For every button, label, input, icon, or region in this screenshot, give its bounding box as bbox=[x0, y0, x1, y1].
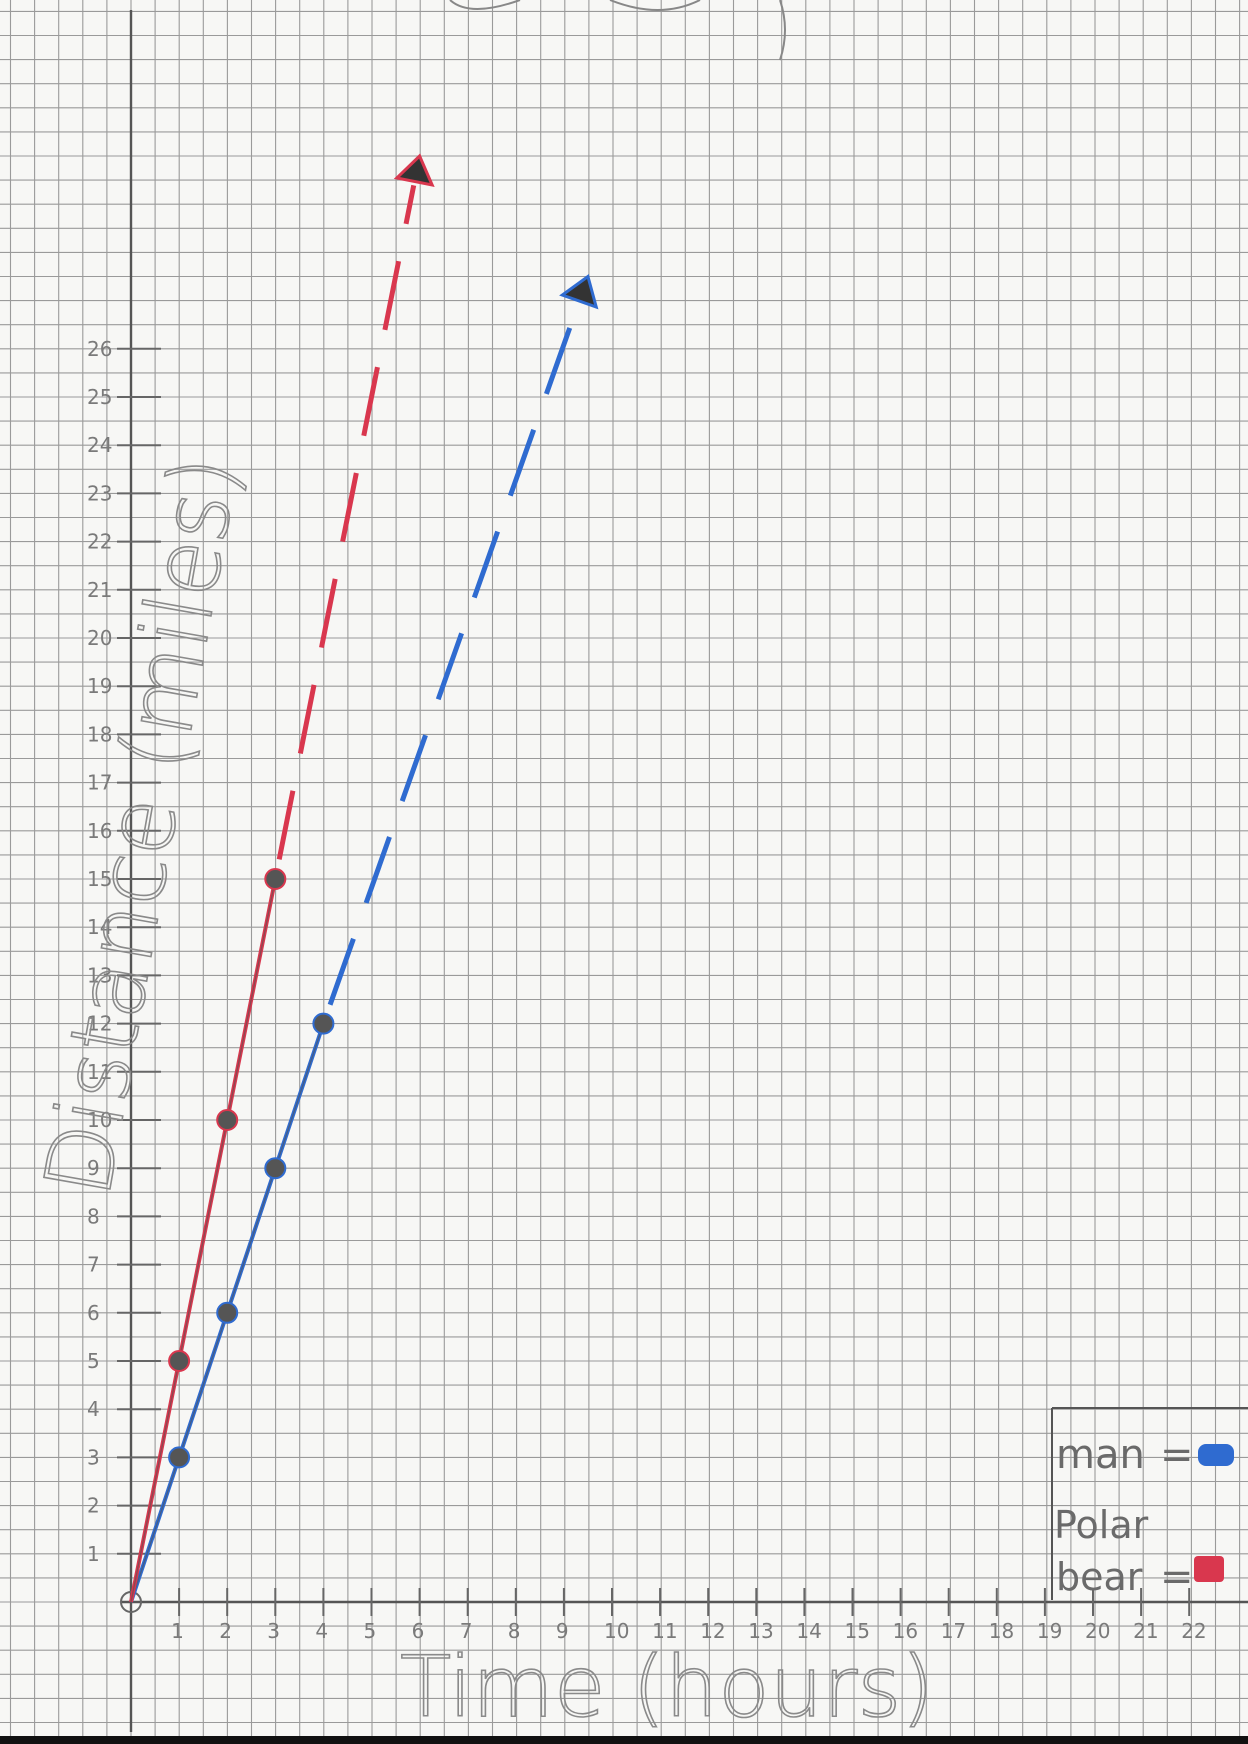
x-tick-label: 18 bbox=[989, 1619, 1014, 1643]
y-tick-label: 4 bbox=[87, 1397, 100, 1421]
legend-label-polar: Polar bbox=[1054, 1503, 1149, 1547]
y-tick-label: 1 bbox=[87, 1542, 100, 1566]
x-tick-label: 19 bbox=[1037, 1619, 1062, 1643]
series-line-pencil bbox=[130, 878, 276, 1603]
legend: man = Polar bear = bbox=[1051, 1407, 1248, 1600]
x-axis-label: Time (hours) bbox=[400, 1638, 934, 1736]
x-tick-label: 22 bbox=[1181, 1619, 1206, 1643]
y-tick-label: 17 bbox=[87, 771, 112, 795]
y-tick-label: 20 bbox=[87, 626, 112, 650]
x-tick-label: 17 bbox=[941, 1619, 966, 1643]
legend-border bbox=[1051, 1407, 1248, 1600]
y-tick-label: 2 bbox=[87, 1494, 100, 1518]
y-tick-label: 25 bbox=[87, 385, 112, 409]
y-tick-label: 19 bbox=[87, 674, 112, 698]
y-tick-label: 14 bbox=[87, 915, 112, 939]
y-tick-label: 8 bbox=[87, 1204, 100, 1228]
x-tick-label: 7 bbox=[460, 1619, 473, 1643]
x-tick-label: 12 bbox=[700, 1619, 725, 1643]
y-axis-label: Distance (miles) bbox=[24, 448, 259, 1204]
y-tick-label: 9 bbox=[87, 1156, 100, 1180]
data-point bbox=[312, 1012, 335, 1035]
axis-ticks: 1 2 3 4 5 6 7 8 9 10 11 12 13 14 15 16 17 18 19 20 21 2212345… bbox=[87, 337, 1207, 1643]
x-tick-label: 3 bbox=[267, 1619, 280, 1643]
series-arrowhead bbox=[559, 274, 599, 310]
data-series bbox=[129, 153, 599, 1603]
y-tick-label: 10 bbox=[87, 1108, 112, 1132]
y-tick-label: 23 bbox=[87, 481, 112, 505]
y-tick-label: 5 bbox=[87, 1349, 100, 1373]
legend-label-man: man bbox=[1056, 1432, 1145, 1478]
legend-label-bear: bear bbox=[1056, 1555, 1143, 1599]
data-point bbox=[216, 1301, 239, 1324]
x-tick-label: 8 bbox=[508, 1619, 521, 1643]
series-polar-bear bbox=[129, 153, 435, 1603]
y-tick-label: 7 bbox=[87, 1253, 100, 1277]
series-trend-dashed bbox=[327, 303, 581, 1006]
y-tick-label: 21 bbox=[87, 578, 112, 602]
y-tick-label: 3 bbox=[87, 1445, 100, 1469]
legend-equals-bear: = bbox=[1160, 1554, 1194, 1600]
y-tick-label: 15 bbox=[87, 867, 112, 891]
y-tick-label: 13 bbox=[87, 963, 112, 987]
series-trend-dashed bbox=[276, 184, 417, 860]
x-tick-label: 21 bbox=[1133, 1619, 1158, 1643]
x-tick-label: 14 bbox=[796, 1619, 821, 1643]
x-tick-label: 20 bbox=[1085, 1619, 1110, 1643]
y-tick-label: 6 bbox=[87, 1301, 100, 1325]
data-point bbox=[264, 868, 287, 890]
x-tick-label: 10 bbox=[604, 1619, 629, 1643]
y-tick-label: 11 bbox=[87, 1060, 112, 1084]
x-tick-label: 16 bbox=[893, 1619, 918, 1643]
x-tick-label: 13 bbox=[748, 1619, 773, 1643]
legend-equals-man: = bbox=[1160, 1432, 1194, 1478]
data-point bbox=[168, 1350, 191, 1372]
cropped-title-strokes bbox=[449, 0, 786, 61]
legend-swatch-bear bbox=[1194, 1556, 1224, 1582]
series-arrowhead bbox=[393, 153, 435, 188]
series-man bbox=[129, 274, 599, 1603]
axes bbox=[121, 10, 1248, 1732]
y-tick-label: 22 bbox=[87, 530, 112, 554]
x-tick-label: 9 bbox=[556, 1619, 569, 1643]
y-tick-label: 24 bbox=[87, 433, 112, 457]
x-tick-label: 15 bbox=[845, 1619, 870, 1643]
x-tick-label: 4 bbox=[315, 1619, 328, 1643]
data-point bbox=[168, 1446, 191, 1469]
x-tick-label: 6 bbox=[412, 1619, 425, 1643]
y-tick-label: 18 bbox=[87, 722, 112, 746]
scan-edge-bar bbox=[0, 1736, 1248, 1744]
y-tick-label: 26 bbox=[87, 337, 112, 361]
x-tick-label: 1 bbox=[171, 1619, 184, 1643]
legend-swatch-man bbox=[1198, 1444, 1234, 1466]
x-tick-label: 11 bbox=[652, 1619, 677, 1643]
x-tick-label: 5 bbox=[364, 1619, 377, 1643]
y-tick-label: 12 bbox=[87, 1012, 112, 1036]
x-tick-label: 2 bbox=[219, 1619, 232, 1643]
y-tick-label: 16 bbox=[87, 819, 112, 843]
data-point bbox=[216, 1109, 239, 1131]
data-point bbox=[264, 1157, 287, 1180]
